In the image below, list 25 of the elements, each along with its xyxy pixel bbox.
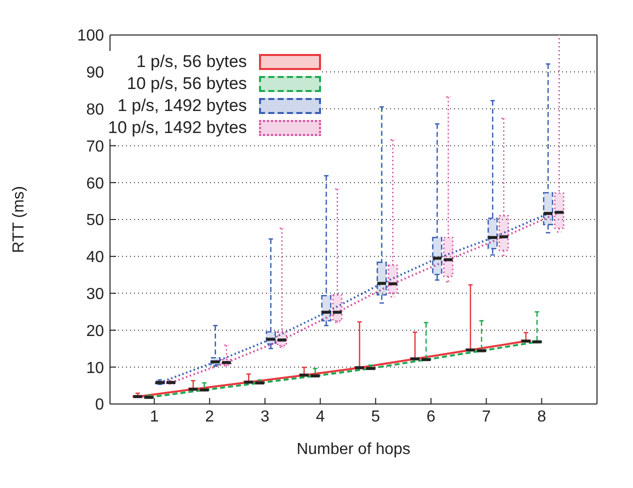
x-tick-label: 8 <box>537 408 546 426</box>
y-tick-label: 60 <box>86 175 104 192</box>
y-tick-label: 40 <box>86 249 104 266</box>
y-tick-label: 100 <box>77 28 104 45</box>
x-tick-label: 2 <box>205 408 214 426</box>
x-tick-label: 4 <box>316 408 325 426</box>
legend-label: 10 p/s, 56 bytes <box>126 73 247 95</box>
y-tick-label: 0 <box>95 396 104 414</box>
legend-label: 10 p/s, 1492 bytes <box>108 117 247 139</box>
x-tick-label: 3 <box>260 408 270 426</box>
y-axis-title: RTT (ms) <box>10 186 28 253</box>
y-tick-label: 90 <box>86 64 104 82</box>
legend-label: 1 p/s, 1492 bytes <box>117 95 247 117</box>
y-tick-label: 10 <box>86 360 104 377</box>
legend-label: 1 p/s, 56 bytes <box>136 51 247 73</box>
x-tick-label: 6 <box>426 408 436 426</box>
x-tick-label: 1 <box>150 408 159 426</box>
y-tick-label: 20 <box>86 322 104 340</box>
y-tick-label: 30 <box>86 286 104 303</box>
x-axis-title: Number of hops <box>296 441 410 458</box>
y-tick-label: 50 <box>86 212 104 230</box>
x-tick-label: 7 <box>482 408 491 426</box>
y-tick-label: 70 <box>86 138 104 156</box>
x-tick-label: 5 <box>371 408 380 426</box>
y-tick-label: 80 <box>86 101 104 118</box>
